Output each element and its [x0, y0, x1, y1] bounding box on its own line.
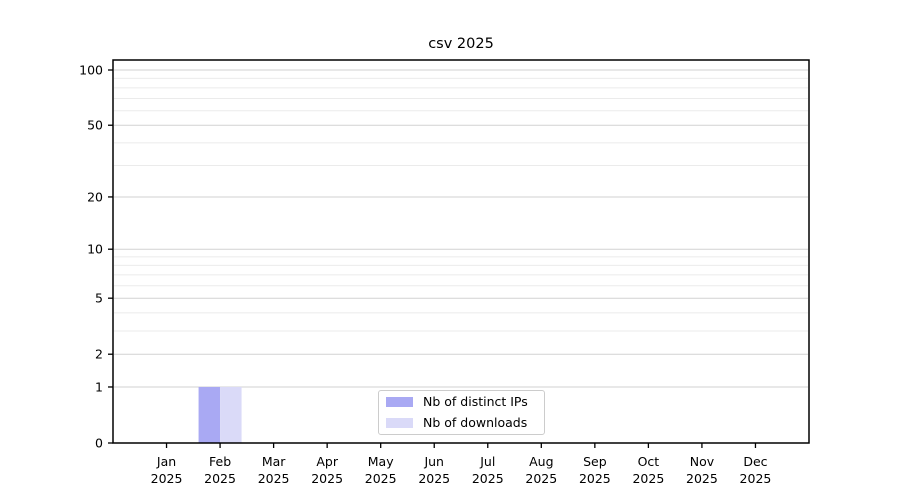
chart-title: csv 2025 — [428, 36, 494, 52]
y-tick-label: 5 — [95, 291, 103, 306]
x-tick-label-year: 2025 — [311, 471, 343, 486]
y-tick-label: 100 — [79, 63, 103, 78]
legend-item-downloads: Nb of downloads — [386, 414, 536, 430]
x-tick-label-year: 2025 — [579, 471, 611, 486]
x-tick-label-year: 2025 — [686, 471, 718, 486]
legend: Nb of distinct IPs Nb of downloads — [378, 390, 545, 435]
x-tick-label-month: Jun — [423, 454, 444, 469]
legend-label-downloads: Nb of downloads — [423, 414, 528, 430]
x-tick-label-month: Feb — [209, 454, 231, 469]
x-tick-label-year: 2025 — [525, 471, 557, 486]
legend-swatch-distinct-ips — [386, 397, 413, 408]
legend-swatch-downloads — [386, 417, 413, 428]
bar-downloads — [220, 386, 242, 443]
x-tick-label-month: Jan — [156, 454, 176, 469]
x-tick-label-month: Dec — [743, 454, 767, 469]
x-tick-label-month: Mar — [262, 454, 286, 469]
legend-item-distinct-ips: Nb of distinct IPs — [386, 394, 536, 409]
y-tick-label: 20 — [87, 189, 103, 204]
bar-distinct-ips — [198, 386, 221, 443]
y-tick-label: 1 — [95, 379, 103, 394]
x-tick-label-year: 2025 — [632, 471, 664, 486]
x-tick-label-month: Sep — [583, 454, 607, 469]
y-tick-label: 0 — [95, 436, 103, 451]
y-tick-label: 2 — [95, 347, 103, 362]
plot-border — [112, 59, 810, 444]
legend-label-distinct-ips: Nb of distinct IPs — [423, 394, 528, 409]
x-tick-label-year: 2025 — [204, 471, 236, 486]
y-tick-label: 10 — [87, 242, 103, 257]
x-tick-label-month: Jul — [479, 454, 495, 469]
x-tick-label-year: 2025 — [151, 471, 183, 486]
x-tick-label-year: 2025 — [418, 471, 450, 486]
x-tick-label-month: Apr — [316, 454, 338, 469]
x-tick-label-year: 2025 — [365, 471, 397, 486]
x-tick-label-year: 2025 — [258, 471, 290, 486]
x-tick-label-year: 2025 — [740, 471, 772, 486]
x-tick-label-year: 2025 — [472, 471, 504, 486]
x-tick-label-month: May — [368, 454, 394, 469]
x-tick-label-month: Nov — [690, 454, 715, 469]
x-tick-label-month: Oct — [638, 454, 660, 469]
x-tick-label-month: Aug — [529, 454, 553, 469]
y-tick-label: 50 — [87, 118, 103, 133]
